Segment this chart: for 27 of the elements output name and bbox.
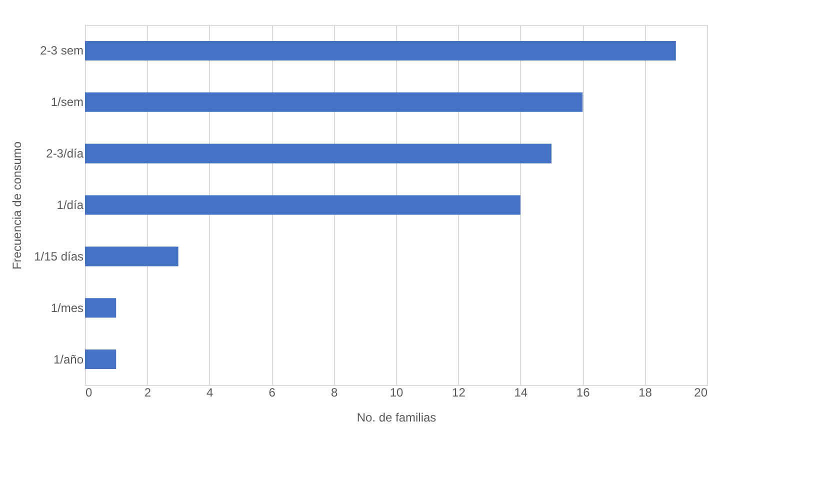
x-tick-label: 12: [452, 386, 466, 400]
x-tick-label: 10: [390, 386, 404, 400]
y-axis-title: Frecuencia de consumo: [10, 141, 24, 270]
bar: [85, 40, 676, 60]
y-tick-label: 1/año: [53, 352, 84, 366]
x-tick-label: 20: [694, 386, 708, 400]
x-tick-label: 2: [144, 386, 152, 400]
bar: [85, 350, 116, 370]
x-tick-label: 8: [330, 386, 338, 400]
bar: [85, 144, 552, 164]
bar: [85, 298, 116, 318]
x-tick-label: 18: [638, 386, 652, 400]
y-tick-label: 1/15 días: [34, 249, 84, 264]
y-tick-label: 2-3/día: [46, 146, 84, 161]
x-tick-label: 6: [268, 386, 276, 400]
y-tick-label: 1/sem: [50, 95, 84, 110]
x-tick-label: 0: [86, 386, 92, 400]
bar: [85, 92, 583, 112]
y-tick-label: 1/día: [56, 198, 84, 212]
bar: [85, 195, 520, 215]
x-tick-label: 4: [206, 386, 214, 400]
x-tick-label: 16: [576, 386, 590, 400]
y-tick-label: 1/mes: [50, 300, 84, 315]
bar: [85, 246, 178, 266]
y-tick-label: 2-3 sem: [40, 44, 84, 58]
x-tick-label: 14: [514, 386, 528, 400]
x-axis-title: No. de familias: [356, 410, 436, 424]
